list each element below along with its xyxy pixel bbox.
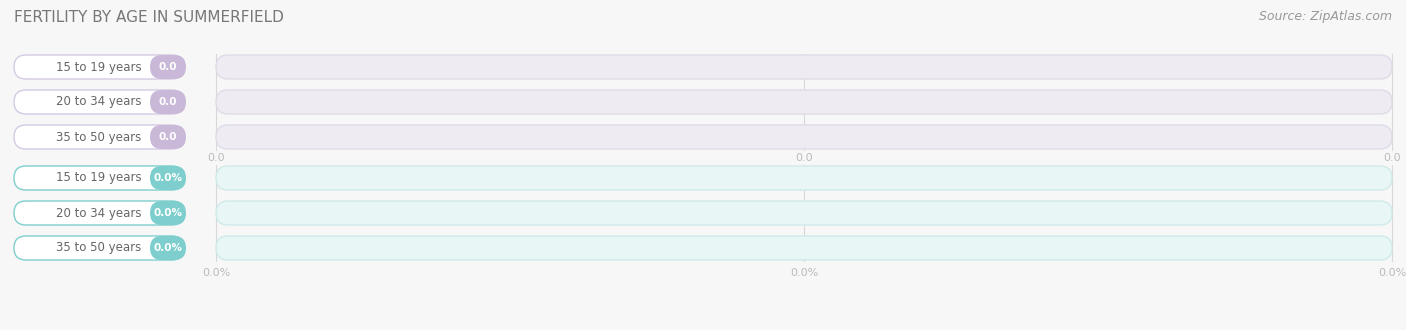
FancyBboxPatch shape xyxy=(150,55,186,79)
FancyBboxPatch shape xyxy=(217,125,1392,149)
Text: 0.0: 0.0 xyxy=(207,153,225,163)
Text: 0.0: 0.0 xyxy=(796,153,813,163)
FancyBboxPatch shape xyxy=(14,236,184,260)
FancyBboxPatch shape xyxy=(14,166,184,190)
FancyBboxPatch shape xyxy=(150,125,186,149)
Text: 15 to 19 years: 15 to 19 years xyxy=(56,60,142,74)
Text: FERTILITY BY AGE IN SUMMERFIELD: FERTILITY BY AGE IN SUMMERFIELD xyxy=(14,10,284,25)
FancyBboxPatch shape xyxy=(217,90,1392,114)
Text: Source: ZipAtlas.com: Source: ZipAtlas.com xyxy=(1258,10,1392,23)
Text: 0.0: 0.0 xyxy=(1384,153,1400,163)
Text: 20 to 34 years: 20 to 34 years xyxy=(56,95,142,109)
FancyBboxPatch shape xyxy=(14,90,184,114)
FancyBboxPatch shape xyxy=(217,166,1392,190)
Text: 0.0: 0.0 xyxy=(159,62,177,72)
FancyBboxPatch shape xyxy=(150,166,186,190)
Text: 35 to 50 years: 35 to 50 years xyxy=(56,242,142,254)
Text: 15 to 19 years: 15 to 19 years xyxy=(56,172,142,184)
Text: 0.0%: 0.0% xyxy=(790,268,818,278)
Text: 0.0%: 0.0% xyxy=(1378,268,1406,278)
Text: 35 to 50 years: 35 to 50 years xyxy=(56,130,142,144)
FancyBboxPatch shape xyxy=(150,201,186,225)
FancyBboxPatch shape xyxy=(217,55,1392,79)
FancyBboxPatch shape xyxy=(217,201,1392,225)
FancyBboxPatch shape xyxy=(14,125,184,149)
FancyBboxPatch shape xyxy=(150,90,186,114)
Text: 0.0: 0.0 xyxy=(159,97,177,107)
Text: 0.0%: 0.0% xyxy=(202,268,231,278)
FancyBboxPatch shape xyxy=(14,201,184,225)
FancyBboxPatch shape xyxy=(217,236,1392,260)
Text: 0.0%: 0.0% xyxy=(153,208,183,218)
FancyBboxPatch shape xyxy=(14,55,184,79)
FancyBboxPatch shape xyxy=(150,236,186,260)
Text: 0.0: 0.0 xyxy=(159,132,177,142)
Text: 20 to 34 years: 20 to 34 years xyxy=(56,207,142,219)
Text: 0.0%: 0.0% xyxy=(153,173,183,183)
Text: 0.0%: 0.0% xyxy=(153,243,183,253)
